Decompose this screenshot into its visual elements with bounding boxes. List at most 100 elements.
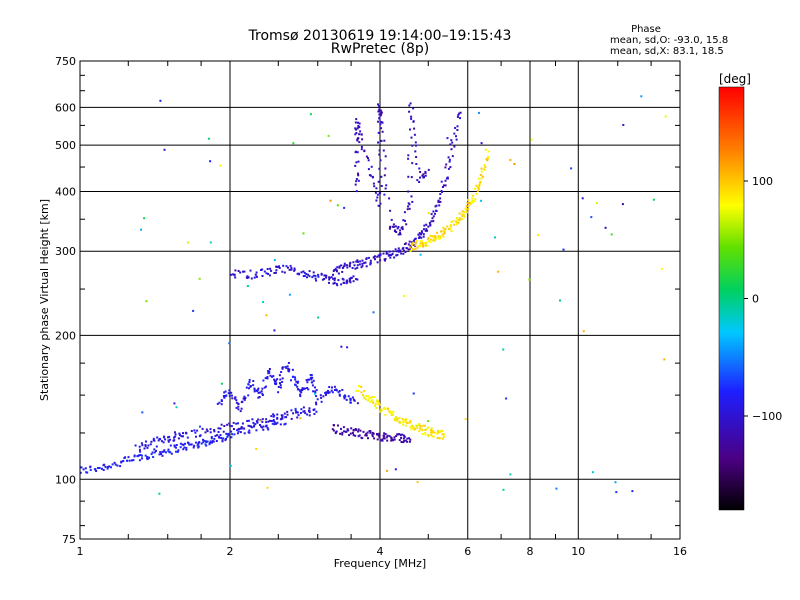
echo-point: [303, 271, 306, 274]
echo-point: [325, 391, 328, 394]
echo-point: [167, 449, 170, 452]
echo-point: [270, 415, 273, 418]
echo-point: [261, 426, 264, 429]
echo-point: [379, 408, 382, 411]
echo-point: [396, 417, 399, 420]
echo-point: [269, 374, 272, 377]
echo-point: [398, 433, 401, 436]
echo-point: [261, 418, 264, 421]
echo-point: [381, 439, 384, 442]
echo-point: [458, 212, 461, 215]
echo-point: [206, 430, 209, 433]
echo-point: [89, 469, 92, 471]
echo-point: [341, 433, 344, 436]
echo-point: [383, 174, 386, 177]
echo-point: [362, 394, 364, 397]
echo-point: [320, 400, 323, 403]
echo-point: [449, 143, 452, 146]
echo-point: [411, 144, 414, 147]
echo-point: [419, 253, 422, 256]
echo-point: [209, 431, 212, 434]
echo-point: [159, 451, 162, 454]
echo-point: [409, 102, 412, 105]
echo-point: [266, 426, 269, 429]
echo-point: [355, 389, 358, 392]
echo-point: [302, 275, 305, 278]
echo-point: [364, 395, 367, 398]
echo-point: [189, 443, 192, 446]
echo-point: [343, 262, 346, 265]
echo-point: [343, 395, 346, 398]
echo-point: [361, 264, 364, 267]
echo-point: [392, 225, 395, 228]
echo-point: [466, 211, 469, 214]
echo-point: [350, 276, 353, 279]
echo-point: [337, 279, 340, 282]
echo-point: [424, 244, 427, 247]
echo-point: [562, 248, 565, 251]
echo-point: [240, 407, 243, 410]
echo-point: [150, 440, 153, 443]
echo-point: [230, 394, 233, 397]
echo-point: [355, 178, 358, 181]
echo-point: [438, 204, 441, 207]
echo-point: [429, 241, 432, 244]
echo-point: [631, 490, 634, 493]
echo-point: [434, 235, 437, 238]
echo-point: [434, 237, 437, 240]
echo-point: [336, 266, 339, 269]
echo-point: [126, 459, 128, 462]
echo-point: [421, 231, 424, 234]
echo-point: [415, 240, 418, 243]
echo-point: [460, 218, 463, 221]
echo-point: [205, 428, 208, 431]
echo-point: [275, 382, 278, 385]
echo-point: [354, 121, 357, 124]
echo-point: [283, 423, 286, 426]
echo-point: [427, 168, 430, 171]
echo-point: [361, 259, 364, 262]
echo-point: [290, 409, 293, 412]
echo-point: [266, 376, 269, 378]
echo-point: [199, 434, 202, 437]
echo-point: [384, 433, 387, 435]
echo-point: [223, 396, 226, 399]
echo-point: [441, 433, 444, 436]
echo-point: [139, 454, 142, 456]
echo-point: [151, 451, 154, 454]
echo-point: [402, 423, 405, 426]
echo-point: [494, 236, 496, 239]
echo-point: [174, 435, 177, 438]
echo-point: [398, 439, 401, 441]
echo-point: [179, 446, 182, 449]
x-tick-label: 16: [673, 545, 687, 558]
echo-point: [450, 148, 453, 151]
echo-point: [311, 381, 314, 384]
echo-point: [421, 241, 424, 244]
echo-point: [208, 443, 211, 446]
echo-point: [359, 429, 362, 432]
echo-point: [199, 425, 201, 428]
echo-point: [379, 410, 382, 413]
echo-point: [432, 236, 435, 239]
echo-point: [335, 430, 338, 433]
echo-point: [422, 243, 425, 246]
echo-point: [324, 274, 327, 277]
echo-point: [358, 141, 361, 144]
echo-point: [279, 378, 282, 381]
echo-point: [275, 271, 277, 274]
echo-point: [425, 241, 428, 244]
echo-point: [141, 457, 143, 460]
echo-point: [146, 456, 149, 458]
echo-point: [467, 204, 470, 207]
echo-point: [315, 410, 318, 413]
echo-point: [484, 148, 487, 151]
echo-point: [404, 424, 407, 427]
echo-point: [246, 277, 249, 279]
echo-point: [138, 459, 141, 462]
echo-point: [455, 138, 458, 141]
echo-point: [409, 249, 412, 252]
echo-point: [399, 229, 402, 232]
echo-point: [195, 441, 197, 444]
